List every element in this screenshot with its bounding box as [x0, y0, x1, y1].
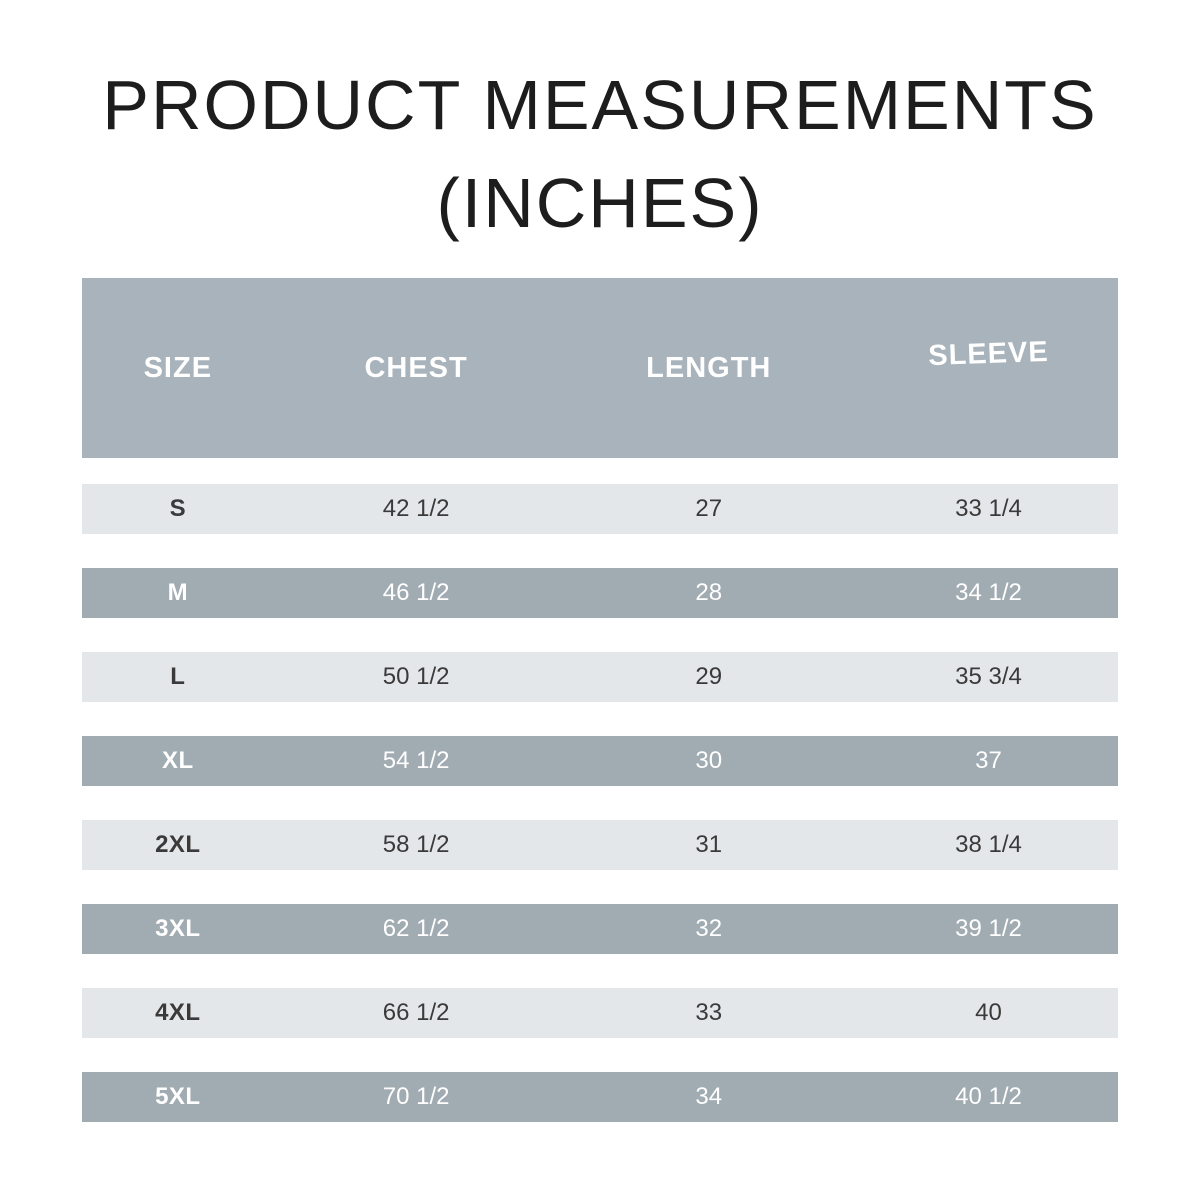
size-label: S	[169, 495, 187, 522]
measurement-value: 33	[695, 999, 723, 1026]
measurement-value: 28	[695, 579, 723, 606]
page-title: PRODUCT MEASUREMENTS (INCHES)	[0, 56, 1200, 252]
table-row: S 42 1/2 27 33 1/4	[82, 484, 1118, 534]
measurement-value: 37	[975, 747, 1002, 774]
measurement-value: 54 1/2	[382, 747, 450, 774]
measurement-value: 50 1/2	[382, 663, 450, 690]
measurement-value: 66 1/2	[382, 999, 450, 1026]
measurement-value: 27	[695, 495, 723, 522]
measurement-value: 31	[695, 831, 723, 858]
measurement-value: 70 1/2	[382, 1083, 450, 1110]
measurement-value: 32	[695, 915, 723, 942]
measurement-value: 42 1/2	[382, 495, 450, 522]
measurement-value: 33 1/4	[955, 495, 1022, 522]
measurement-value: 58 1/2	[382, 831, 450, 858]
column-header-chest: CHEST	[364, 351, 468, 384]
table-row: 3XL 62 1/2 32 39 1/2	[82, 904, 1118, 954]
measurements-table: SIZE CHEST LENGTH SLEEVE S 42 1/2 27 33 1/4…	[82, 278, 1118, 1122]
measurement-value: 34	[695, 1083, 723, 1110]
measurement-value: 34 1/2	[955, 579, 1022, 606]
measurement-value: 40 1/2	[955, 1083, 1022, 1110]
size-label: 2XL	[155, 831, 201, 858]
measurement-value: 39 1/2	[955, 915, 1022, 942]
table-row: 4XL 66 1/2 33 40	[82, 988, 1118, 1038]
size-label: 3XL	[155, 915, 201, 942]
column-header-sleeve: SLEEVE	[927, 335, 1050, 372]
size-label: L	[170, 663, 186, 690]
size-table-rows: S 42 1/2 27 33 1/4 M 46 1/2 28 34 1/2 L 50 1/2 29 3…	[82, 484, 1118, 1122]
measurement-value: 35 3/4	[955, 663, 1022, 690]
column-header-size: SIZE	[143, 351, 213, 384]
measurement-value: 40	[975, 999, 1002, 1026]
size-label: XL	[161, 747, 194, 774]
table-row: 2XL 58 1/2 31 38 1/4	[82, 820, 1118, 870]
table-header-row: SIZE CHEST LENGTH SLEEVE	[82, 278, 1118, 458]
measurement-value: 38 1/4	[955, 831, 1022, 858]
table-row: M 46 1/2 28 34 1/2	[82, 568, 1118, 618]
measurement-value: 29	[695, 663, 723, 690]
measurement-value: 46 1/2	[382, 579, 450, 606]
measurement-value: 62 1/2	[382, 915, 450, 942]
measurement-value: 30	[695, 747, 723, 774]
title-line-2: (INCHES)	[436, 164, 764, 242]
table-row: 5XL 70 1/2 34 40 1/2	[82, 1072, 1118, 1122]
size-label: 5XL	[155, 1083, 201, 1110]
column-header-length: LENGTH	[646, 351, 772, 384]
size-label: 4XL	[155, 999, 201, 1026]
table-row: L 50 1/2 29 35 3/4	[82, 652, 1118, 702]
table-row: XL 54 1/2 30 37	[82, 736, 1118, 786]
size-label: M	[167, 579, 189, 606]
title-line-1: PRODUCT MEASUREMENTS	[102, 66, 1098, 144]
